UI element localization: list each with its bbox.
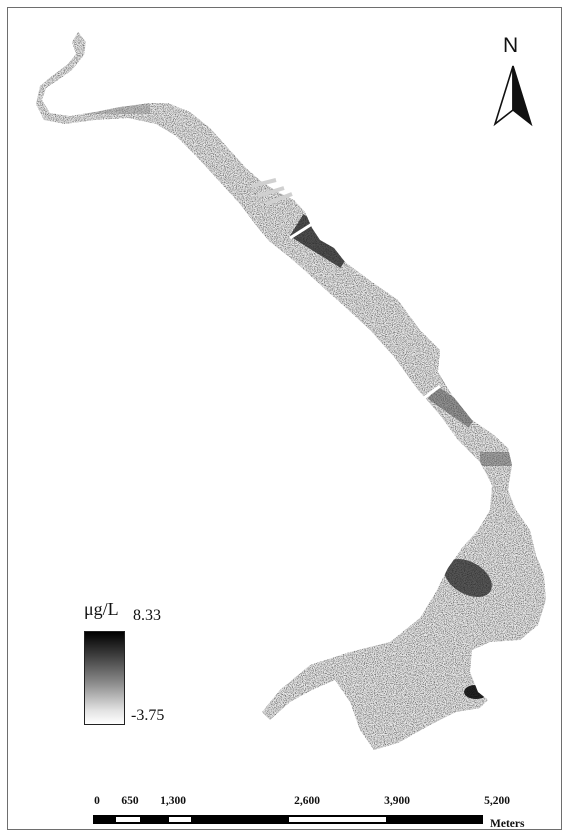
channel-break — [289, 222, 313, 240]
legend-min-label: -3.75 — [131, 707, 165, 724]
dark-hotspot — [444, 559, 492, 597]
north-label: N — [503, 34, 519, 57]
legend-unit: μg/L — [84, 599, 119, 619]
dark-band — [70, 104, 150, 114]
scale-tick-label: 3,900 — [384, 795, 410, 807]
scale-tick-label: 650 — [121, 795, 139, 807]
side-channels — [251, 178, 293, 206]
dark-hotspot — [464, 685, 488, 699]
scale-unit-label: Meters — [490, 818, 525, 830]
scale-tick-label: 5,200 — [484, 795, 510, 807]
dark-band — [480, 452, 530, 466]
scale-tick-label: 2,600 — [294, 795, 320, 807]
scale-bar — [93, 815, 483, 824]
dark-band — [427, 385, 478, 428]
north-arrow — [493, 65, 533, 127]
scale-tick-label: 0 — [94, 795, 100, 807]
scale-tick-label: 1,300 — [160, 795, 186, 807]
legend-max-label: 8.33 — [133, 607, 161, 624]
channel-break — [423, 384, 441, 400]
legend-color-ramp — [84, 631, 125, 725]
